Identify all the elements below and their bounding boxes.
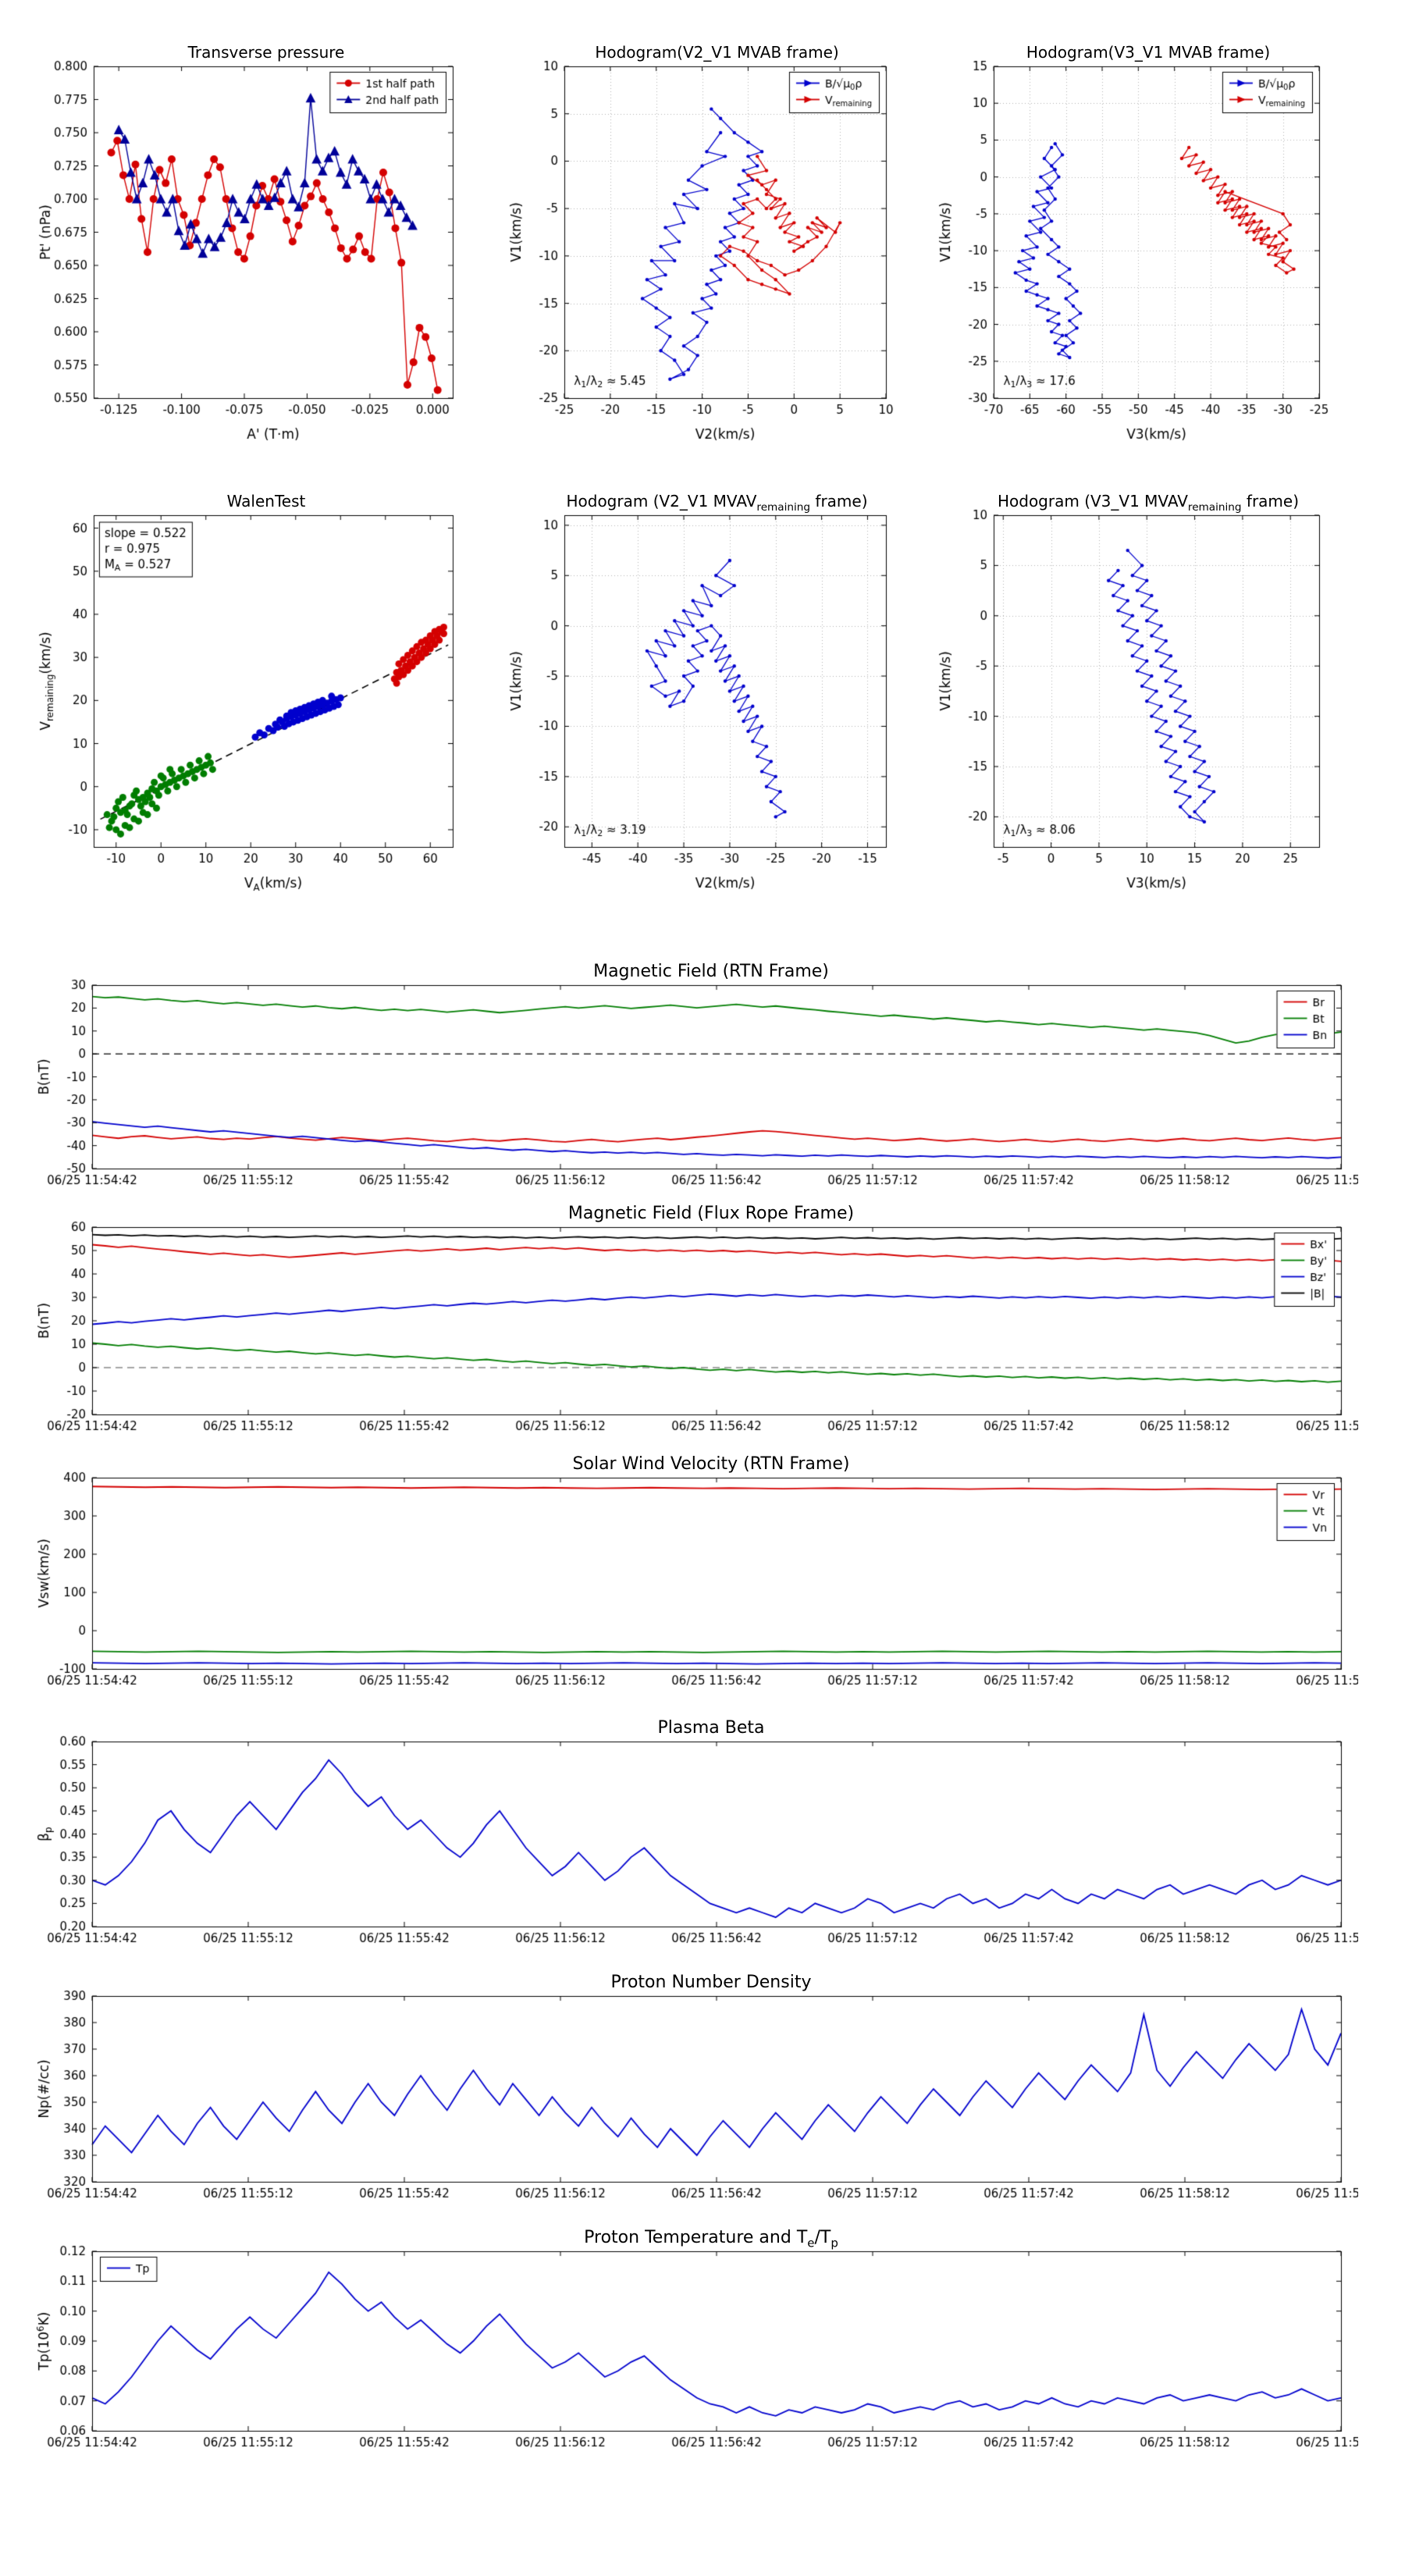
chart-hodogram-v2v1-mvav: Hodogram (V2_V1 MVAVremaining frame) [503,468,898,921]
chart-title-proton-density: Proton Number Density [610,1973,812,1992]
proton-temperature-canvas [31,2212,1358,2466]
chart-title-plasma-beta: Plasma Beta [657,1718,765,1738]
chart-title-hodogram-v3v1-mvav: Hodogram (V3_V1 MVAVremaining frame) [997,492,1300,514]
chart-title-solar-wind-velocity: Solar Wind Velocity (RTN Frame) [572,1454,850,1474]
chart-title-walen-test: WalenTest [226,492,306,511]
plasma-beta-canvas [31,1703,1358,1962]
hodogram-v3v1-mvab-canvas [933,20,1331,472]
chart-title-hodogram-v3v1-mvab: Hodogram(V3_V1 MVAB frame) [1026,43,1271,62]
chart-hodogram-v2v1-mvab: Hodogram(V2_V1 MVAB frame) [503,20,898,472]
magnetic-field-fluxrope-canvas [31,1188,1358,1450]
chart-magnetic-field-rtn: Magnetic Field (RTN Frame) [31,946,1358,1204]
hodogram-v2v1-mvab-canvas [503,20,898,472]
chart-title-hodogram-v2v1-mvab: Hodogram(V2_V1 MVAB frame) [595,43,839,62]
magnetic-field-rtn-canvas [31,946,1358,1204]
hodogram-v3v1-mvav-canvas [933,468,1331,921]
chart-solar-wind-velocity: Solar Wind Velocity (RTN Frame) [31,1439,1358,1704]
chart-proton-temperature: Proton Temperature and Te/Tp [31,2212,1358,2466]
chart-hodogram-v3v1-mvab: Hodogram(V3_V1 MVAB frame) [933,20,1331,472]
solar-wind-velocity-canvas [31,1439,1358,1704]
chart-title-hodogram-v2v1-mvav: Hodogram (V2_V1 MVAVremaining frame) [566,492,868,514]
walen-test-canvas [31,468,468,921]
chart-title-magnetic-field-fluxrope: Magnetic Field (Flux Rope Frame) [567,1204,855,1223]
chart-title-magnetic-field-rtn: Magnetic Field (RTN Frame) [593,962,829,981]
chart-hodogram-v3v1-mvav: Hodogram (V3_V1 MVAVremaining frame) [933,468,1331,921]
chart-plasma-beta: Plasma Beta [31,1703,1358,1962]
transverse-pressure-canvas [31,20,468,472]
proton-density-canvas [31,1957,1358,2217]
chart-proton-density: Proton Number Density [31,1957,1358,2217]
chart-magnetic-field-fluxrope: Magnetic Field (Flux Rope Frame) [31,1188,1358,1450]
chart-title-proton-temperature: Proton Temperature and Te/Tp [584,2228,838,2250]
chart-walen-test: WalenTest [31,468,468,921]
chart-transverse-pressure: Transverse pressure [31,20,468,472]
chart-title-transverse-pressure: Transverse pressure [187,43,345,62]
hodogram-v2v1-mvav-canvas [503,468,898,921]
